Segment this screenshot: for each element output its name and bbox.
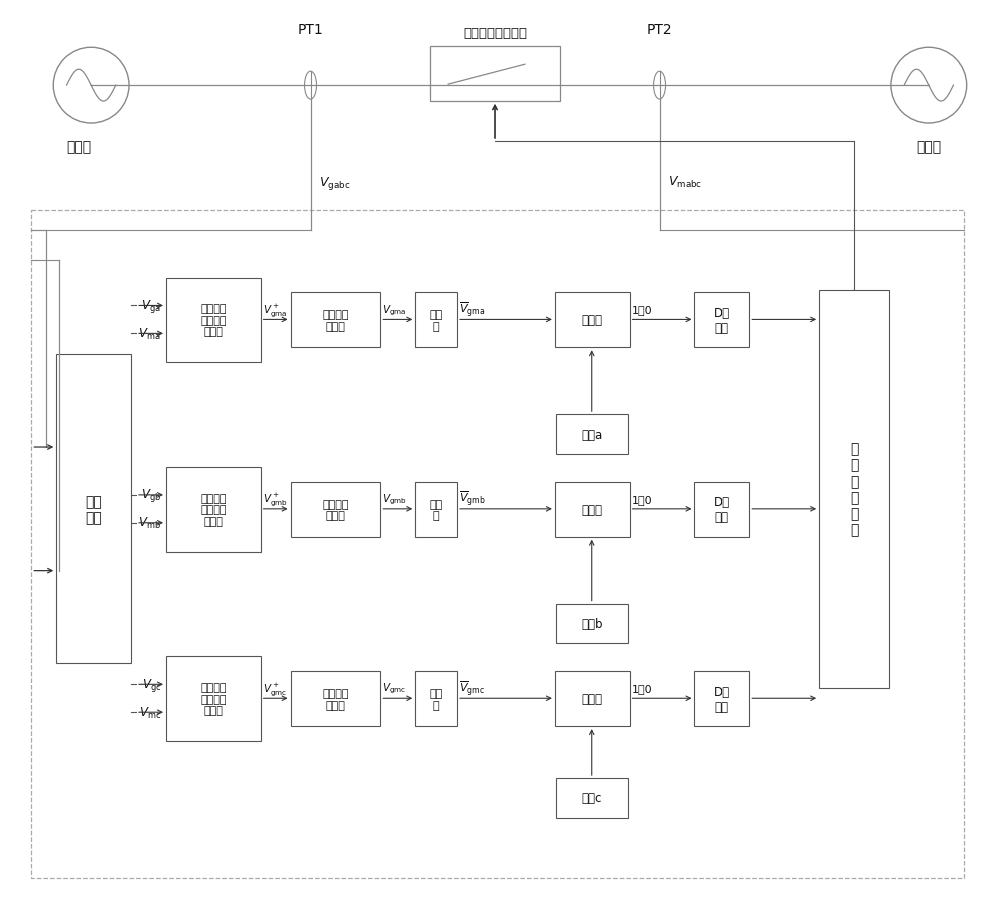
Text: $V_{\rm mc}$: $V_{\rm mc}$ [139, 705, 161, 720]
Bar [166, 278, 261, 363]
Bar [415, 293, 457, 348]
Text: 比较器: 比较器 [582, 314, 603, 327]
Bar [819, 291, 889, 689]
Bar [31, 210, 964, 877]
Text: 检波
器: 检波 器 [430, 688, 443, 710]
Text: 比较器: 比较器 [582, 503, 603, 517]
Text: D触
发器: D触 发器 [714, 685, 730, 713]
Bar [555, 483, 630, 537]
Text: $V^+_{\rm gma}$: $V^+_{\rm gma}$ [263, 302, 287, 319]
Text: $V_{\rm gabc}$: $V_{\rm gabc}$ [319, 175, 350, 191]
Text: $\overline{V}_{\rm gmb}$: $\overline{V}_{\rm gmb}$ [459, 490, 486, 509]
Text: 阈值c: 阈值c [582, 792, 602, 804]
Text: $V_{\rm gc}$: $V_{\rm gc}$ [142, 676, 161, 693]
Text: 主电网: 主电网 [67, 139, 92, 154]
Bar [556, 778, 628, 818]
Text: $V^+_{\rm gmc}$: $V^+_{\rm gmc}$ [263, 681, 287, 697]
Text: $V_{\rm gb}$: $V_{\rm gb}$ [141, 486, 161, 504]
Text: 检波
器: 检波 器 [430, 499, 443, 520]
Bar [56, 355, 131, 663]
Text: D触
发器: D触 发器 [714, 307, 730, 334]
Text: 一阶低通
滤波器: 一阶低通 滤波器 [322, 688, 349, 710]
Text: 一阶抗混
叠滤波差
分运算: 一阶抗混 叠滤波差 分运算 [200, 682, 227, 715]
Text: 1或0: 1或0 [632, 305, 652, 315]
Text: $V_{\rm ma}$: $V_{\rm ma}$ [138, 326, 161, 342]
Bar [166, 467, 261, 552]
Bar [556, 604, 628, 644]
Bar [415, 483, 457, 537]
Bar [555, 671, 630, 726]
Bar [556, 415, 628, 455]
Text: 比较器: 比较器 [582, 692, 603, 705]
Text: $\overline{V}_{\rm gma}$: $\overline{V}_{\rm gma}$ [459, 301, 485, 320]
Text: $V_{\rm gmc}$: $V_{\rm gmc}$ [382, 681, 407, 696]
Text: $V^+_{\rm gmb}$: $V^+_{\rm gmb}$ [263, 491, 288, 507]
Text: 微电网: 微电网 [916, 139, 941, 154]
Text: 1或0: 1或0 [632, 495, 652, 505]
Bar [694, 671, 749, 726]
Text: 一阶抗混
叠滤波差
分运算: 一阶抗混 叠滤波差 分运算 [200, 493, 227, 527]
Text: $V_{\rm ga}$: $V_{\rm ga}$ [141, 298, 161, 314]
Text: D触
发器: D触 发器 [714, 496, 730, 524]
Text: 阈值b: 阈值b [581, 618, 602, 630]
Text: $V_{\rm mabc}$: $V_{\rm mabc}$ [668, 175, 702, 189]
Text: 一阶抗混
叠滤波差
分运算: 一阶抗混 叠滤波差 分运算 [200, 304, 227, 337]
Text: PT1: PT1 [298, 24, 323, 37]
Bar [166, 657, 261, 742]
Text: 一阶低通
滤波器: 一阶低通 滤波器 [322, 310, 349, 332]
Bar [430, 47, 560, 102]
Bar [555, 293, 630, 348]
Text: 1或0: 1或0 [632, 683, 652, 693]
Text: $V_{\rm gma}$: $V_{\rm gma}$ [382, 303, 407, 317]
Text: $V_{\rm mb}$: $V_{\rm mb}$ [138, 516, 161, 531]
Text: PT2: PT2 [647, 24, 672, 37]
Text: 快速静态并网开关: 快速静态并网开关 [463, 27, 527, 40]
Text: 调理
电路: 调理 电路 [85, 494, 102, 525]
Bar [415, 671, 457, 726]
Bar [694, 293, 749, 348]
Bar [291, 671, 380, 726]
Text: 或
非
逻
辑
运
算: 或 非 逻 辑 运 算 [850, 442, 858, 537]
Bar [291, 293, 380, 348]
Bar [694, 483, 749, 537]
Bar [291, 483, 380, 537]
Text: 阈值a: 阈值a [581, 428, 602, 441]
Text: 一阶低通
滤波器: 一阶低通 滤波器 [322, 499, 349, 520]
Text: $\overline{V}_{\rm gmc}$: $\overline{V}_{\rm gmc}$ [459, 679, 485, 698]
Text: 检波
器: 检波 器 [430, 310, 443, 332]
Text: $V_{\rm gmb}$: $V_{\rm gmb}$ [382, 492, 407, 507]
